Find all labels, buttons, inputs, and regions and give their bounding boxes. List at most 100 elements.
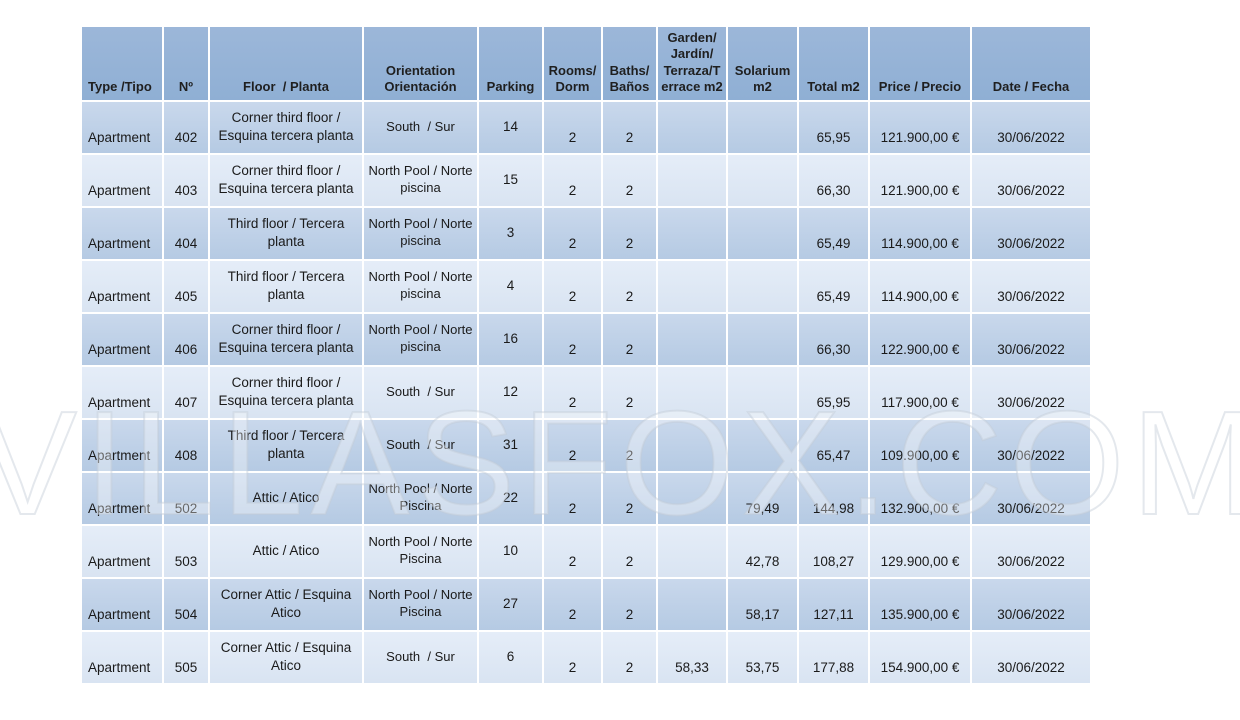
cell-baths: 2 <box>601 524 658 579</box>
cell-garden <box>656 312 728 367</box>
column-header-date: Date / Fecha <box>970 25 1092 102</box>
cell-rooms: 2 <box>542 524 603 579</box>
cell-orientation: North Pool / Norte piscina <box>362 206 479 261</box>
cell-price: 114.900,00 € <box>868 206 972 261</box>
cell-number: 505 <box>162 630 210 685</box>
cell-type: Apartment <box>80 418 164 473</box>
cell-total: 108,27 <box>797 524 870 579</box>
cell-solarium <box>726 418 799 473</box>
cell-parking: 15 <box>477 153 544 208</box>
cell-type: Apartment <box>80 100 164 155</box>
cell-baths: 2 <box>601 206 658 261</box>
cell-price: 135.900,00 € <box>868 577 972 632</box>
cell-solarium: 53,75 <box>726 630 799 685</box>
cell-price: 117.900,00 € <box>868 365 972 420</box>
cell-orientation: South / Sur <box>362 100 479 155</box>
cell-solarium <box>726 206 799 261</box>
cell-type: Apartment <box>80 259 164 314</box>
cell-garden <box>656 471 728 526</box>
table-row: Apartment 406 Corner third floor / Esqui… <box>80 312 1092 367</box>
cell-total: 65,95 <box>797 100 870 155</box>
cell-baths: 2 <box>601 577 658 632</box>
cell-total: 177,88 <box>797 630 870 685</box>
table-row: Apartment 404 Third floor / Tercera plan… <box>80 206 1092 261</box>
cell-orientation: North Pool / Norte Piscina <box>362 524 479 579</box>
cell-rooms: 2 <box>542 312 603 367</box>
cell-price: 129.900,00 € <box>868 524 972 579</box>
cell-rooms: 2 <box>542 418 603 473</box>
cell-number: 502 <box>162 471 210 526</box>
cell-type: Apartment <box>80 524 164 579</box>
cell-garden <box>656 365 728 420</box>
cell-date: 30/06/2022 <box>970 100 1092 155</box>
cell-solarium <box>726 312 799 367</box>
cell-garden <box>656 100 728 155</box>
cell-price: 122.900,00 € <box>868 312 972 367</box>
column-header-type: Type /Tipo <box>80 25 164 102</box>
cell-date: 30/06/2022 <box>970 206 1092 261</box>
cell-total: 65,49 <box>797 259 870 314</box>
cell-parking: 4 <box>477 259 544 314</box>
cell-baths: 2 <box>601 259 658 314</box>
cell-orientation: North Pool / Norte Piscina <box>362 577 479 632</box>
table-row: Apartment 502 Attic / Atico North Pool /… <box>80 471 1092 526</box>
cell-price: 154.900,00 € <box>868 630 972 685</box>
cell-baths: 2 <box>601 153 658 208</box>
table-row: Apartment 405 Third floor / Tercera plan… <box>80 259 1092 314</box>
cell-baths: 2 <box>601 365 658 420</box>
cell-date: 30/06/2022 <box>970 418 1092 473</box>
cell-parking: 22 <box>477 471 544 526</box>
cell-total: 144,98 <box>797 471 870 526</box>
cell-floor: Third floor / Tercera planta <box>208 259 364 314</box>
cell-floor: Third floor / Tercera planta <box>208 418 364 473</box>
cell-total: 66,30 <box>797 153 870 208</box>
cell-garden <box>656 577 728 632</box>
column-header-solarium: Solarium m2 <box>726 25 799 102</box>
cell-type: Apartment <box>80 312 164 367</box>
cell-parking: 16 <box>477 312 544 367</box>
cell-baths: 2 <box>601 100 658 155</box>
cell-parking: 12 <box>477 365 544 420</box>
cell-solarium: 79,49 <box>726 471 799 526</box>
cell-type: Apartment <box>80 577 164 632</box>
cell-floor: Corner Attic / Esquina Atico <box>208 630 364 685</box>
cell-orientation: North Pool / Norte piscina <box>362 312 479 367</box>
cell-solarium: 58,17 <box>726 577 799 632</box>
cell-parking: 31 <box>477 418 544 473</box>
cell-price: 121.900,00 € <box>868 153 972 208</box>
cell-date: 30/06/2022 <box>970 577 1092 632</box>
cell-number: 406 <box>162 312 210 367</box>
cell-solarium <box>726 153 799 208</box>
cell-floor: Corner third floor / Esquina tercera pla… <box>208 365 364 420</box>
cell-baths: 2 <box>601 630 658 685</box>
cell-orientation: South / Sur <box>362 365 479 420</box>
cell-number: 404 <box>162 206 210 261</box>
column-header-floor: Floor / Planta <box>208 25 364 102</box>
cell-floor: Corner third floor / Esquina tercera pla… <box>208 100 364 155</box>
column-header-number: Nº <box>162 25 210 102</box>
cell-number: 405 <box>162 259 210 314</box>
cell-number: 403 <box>162 153 210 208</box>
cell-total: 65,49 <box>797 206 870 261</box>
cell-type: Apartment <box>80 365 164 420</box>
table-body: Apartment 402 Corner third floor / Esqui… <box>80 100 1092 685</box>
table-row: Apartment 403 Corner third floor / Esqui… <box>80 153 1092 208</box>
cell-date: 30/06/2022 <box>970 471 1092 526</box>
cell-rooms: 2 <box>542 100 603 155</box>
cell-orientation: North Pool / Norte piscina <box>362 259 479 314</box>
cell-garden <box>656 206 728 261</box>
cell-solarium <box>726 100 799 155</box>
cell-date: 30/06/2022 <box>970 630 1092 685</box>
cell-garden <box>656 153 728 208</box>
cell-date: 30/06/2022 <box>970 312 1092 367</box>
cell-solarium <box>726 259 799 314</box>
cell-floor: Corner third floor / Esquina tercera pla… <box>208 153 364 208</box>
cell-total: 65,47 <box>797 418 870 473</box>
cell-floor: Third floor / Tercera planta <box>208 206 364 261</box>
cell-orientation: North Pool / Norte Piscina <box>362 471 479 526</box>
cell-floor: Attic / Atico <box>208 524 364 579</box>
table-row: Apartment 402 Corner third floor / Esqui… <box>80 100 1092 155</box>
cell-total: 127,11 <box>797 577 870 632</box>
cell-rooms: 2 <box>542 259 603 314</box>
cell-date: 30/06/2022 <box>970 259 1092 314</box>
